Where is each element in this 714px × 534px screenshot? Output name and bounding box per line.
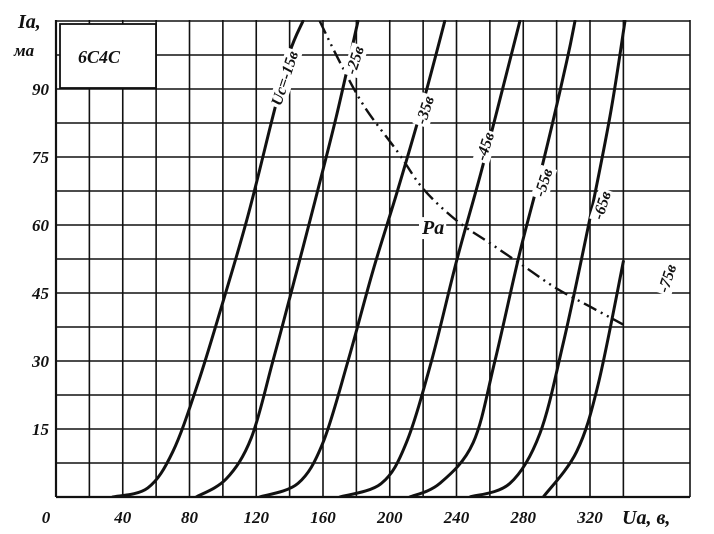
x-tick-label: 320 [576, 508, 603, 527]
x-tick-label: 160 [310, 508, 336, 527]
series-label-backing [589, 187, 616, 224]
series-label-pa: Pа [421, 217, 444, 239]
series-line-grid-1 [194, 20, 360, 497]
series-label-backing [267, 47, 303, 110]
y-tick-label: 45 [31, 284, 50, 303]
x-tick-label: 240 [443, 508, 470, 527]
y-tick-label: 15 [32, 420, 50, 439]
series-line-grid-4 [408, 20, 577, 497]
x-axis-label: Uа, в, [622, 507, 670, 529]
y-tick-label: 60 [32, 216, 50, 235]
series-line-grid-3 [338, 20, 522, 497]
series-label-backing [412, 92, 439, 129]
series-label-backing [472, 128, 499, 165]
series-line-grid-6 [541, 259, 625, 497]
y-tick-label: 30 [31, 352, 50, 371]
x-tick-label: 0 [42, 508, 51, 527]
x-tick-label: 80 [181, 508, 199, 527]
series-label-backing [418, 217, 447, 240]
y-tick-label: 90 [32, 80, 50, 99]
series-label-backing [530, 164, 558, 201]
grid [54, 20, 691, 499]
y-tick-label: 75 [32, 148, 50, 167]
title-box: 6С4С [59, 23, 157, 89]
tick-labels: 15 30 45 60 75 90 0 40 80 120 160 200 240 280 320 [31, 80, 603, 527]
series-line-pa [318, 20, 624, 326]
chart-title: 6С4С [78, 47, 121, 67]
y-axis-label: Iа, [17, 11, 41, 33]
series-line-grid-5 [468, 20, 627, 497]
x-tick-label: 280 [510, 508, 537, 527]
x-tick-label: 120 [244, 508, 270, 527]
series-label-group: -35в [412, 92, 439, 129]
series-label-backing [654, 260, 681, 297]
series-label-backing [342, 42, 369, 79]
y-axis-unit: ма [13, 41, 35, 60]
x-tick-label: 40 [113, 508, 132, 527]
title-frame [59, 23, 157, 89]
x-tick-label: 200 [376, 508, 403, 527]
series-label-group: Pа [418, 217, 447, 240]
